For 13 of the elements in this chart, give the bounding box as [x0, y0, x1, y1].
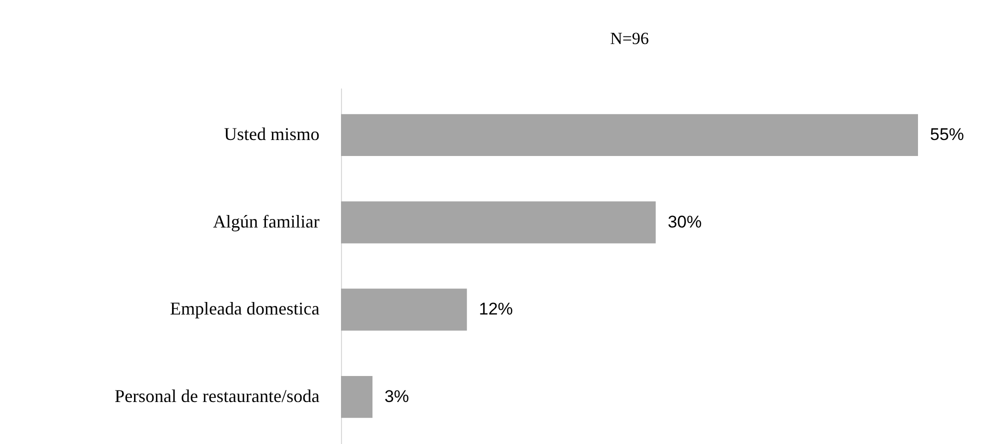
y-tick-label: Usted mismo	[224, 124, 320, 144]
data-label: 12%	[478, 300, 513, 319]
chart-title: N=96	[610, 29, 649, 48]
data-label: 30%	[668, 212, 702, 232]
data-label: 3%	[384, 386, 410, 406]
y-tick-label: Empleada domestica	[170, 298, 320, 319]
y-tick-label: Algún familiar	[213, 211, 320, 232]
bar	[341, 376, 372, 418]
data-label: 55%	[930, 125, 964, 144]
bar	[341, 114, 918, 156]
bar	[341, 288, 467, 331]
y-tick-label: Personal de restaurante/soda	[114, 386, 320, 406]
bar	[341, 201, 656, 244]
